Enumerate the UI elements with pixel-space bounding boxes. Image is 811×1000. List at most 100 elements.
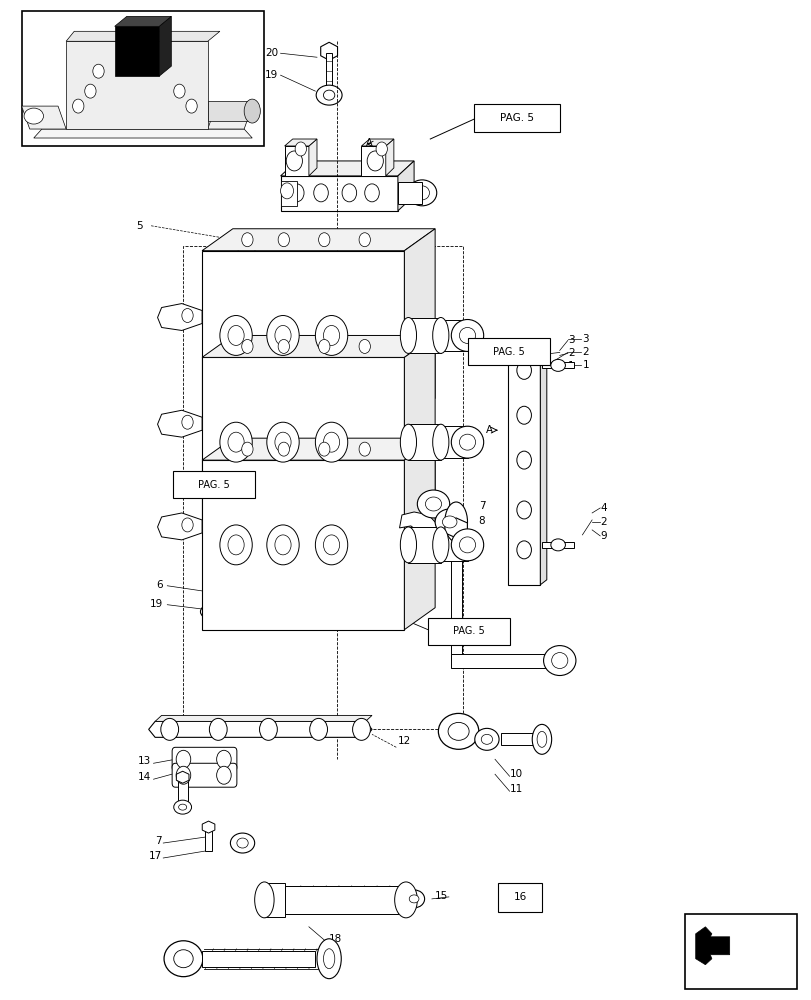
- Text: 7: 7: [478, 501, 485, 511]
- Circle shape: [315, 316, 347, 355]
- Circle shape: [176, 750, 191, 768]
- Polygon shape: [203, 570, 217, 582]
- Circle shape: [228, 325, 244, 345]
- FancyBboxPatch shape: [474, 104, 559, 132]
- Text: 10: 10: [509, 769, 522, 779]
- Text: 15: 15: [435, 891, 448, 901]
- Bar: [397, 182, 422, 204]
- Bar: [450, 654, 555, 668]
- Polygon shape: [397, 161, 414, 211]
- Bar: [22, 11, 264, 146]
- Ellipse shape: [536, 731, 546, 747]
- Ellipse shape: [417, 490, 449, 518]
- Ellipse shape: [459, 434, 475, 450]
- Text: 2: 2: [581, 347, 588, 357]
- Ellipse shape: [432, 527, 448, 563]
- Bar: [408, 527, 440, 563]
- Text: PAG. 5: PAG. 5: [493, 347, 525, 357]
- Ellipse shape: [174, 950, 193, 968]
- Circle shape: [318, 339, 329, 353]
- Circle shape: [358, 442, 370, 456]
- Text: 18: 18: [328, 934, 342, 944]
- Circle shape: [517, 406, 530, 424]
- Circle shape: [517, 361, 530, 379]
- Ellipse shape: [174, 800, 191, 814]
- Polygon shape: [159, 16, 171, 76]
- Circle shape: [278, 339, 289, 353]
- Bar: [202, 951, 315, 967]
- Polygon shape: [385, 139, 393, 176]
- Polygon shape: [539, 350, 546, 585]
- Circle shape: [275, 535, 290, 555]
- Polygon shape: [114, 16, 171, 26]
- Circle shape: [318, 442, 329, 456]
- Polygon shape: [202, 251, 404, 420]
- Circle shape: [358, 339, 370, 353]
- Circle shape: [161, 718, 178, 740]
- Bar: [541, 542, 573, 548]
- Ellipse shape: [400, 318, 416, 353]
- Polygon shape: [22, 106, 66, 129]
- Text: 11: 11: [509, 784, 522, 794]
- Circle shape: [92, 64, 104, 78]
- Circle shape: [309, 718, 327, 740]
- Ellipse shape: [407, 180, 436, 206]
- Ellipse shape: [438, 713, 478, 749]
- Circle shape: [217, 750, 231, 768]
- Ellipse shape: [474, 728, 499, 750]
- Circle shape: [217, 766, 231, 784]
- Circle shape: [286, 151, 302, 171]
- Polygon shape: [157, 304, 202, 330]
- Text: 19: 19: [264, 70, 278, 80]
- Circle shape: [174, 84, 185, 98]
- Bar: [440, 320, 467, 351]
- Polygon shape: [202, 357, 404, 527]
- Ellipse shape: [323, 90, 334, 100]
- Ellipse shape: [400, 424, 416, 460]
- Ellipse shape: [425, 497, 441, 511]
- Circle shape: [323, 325, 339, 345]
- FancyBboxPatch shape: [172, 763, 237, 787]
- Ellipse shape: [451, 426, 483, 458]
- Circle shape: [367, 151, 383, 171]
- Ellipse shape: [316, 939, 341, 979]
- Text: 12: 12: [397, 736, 410, 746]
- Text: 7: 7: [155, 836, 161, 846]
- Ellipse shape: [409, 895, 418, 903]
- Circle shape: [323, 535, 339, 555]
- Text: 17: 17: [148, 851, 161, 861]
- Bar: [178, 779, 187, 805]
- Circle shape: [275, 432, 290, 452]
- Text: 2: 2: [567, 348, 573, 358]
- Polygon shape: [695, 927, 729, 965]
- Text: 13: 13: [138, 756, 151, 766]
- Text: A: A: [486, 425, 493, 435]
- Ellipse shape: [451, 529, 483, 561]
- Polygon shape: [155, 715, 371, 721]
- Ellipse shape: [237, 838, 248, 848]
- Bar: [205, 829, 212, 851]
- Ellipse shape: [551, 653, 567, 669]
- Polygon shape: [361, 146, 385, 176]
- Ellipse shape: [414, 186, 429, 200]
- Circle shape: [289, 184, 303, 202]
- Circle shape: [260, 718, 277, 740]
- Circle shape: [242, 339, 253, 353]
- Text: PAG. 5: PAG. 5: [453, 626, 484, 636]
- Circle shape: [278, 233, 289, 247]
- Ellipse shape: [432, 318, 448, 353]
- Polygon shape: [208, 101, 252, 121]
- Circle shape: [176, 766, 191, 784]
- Text: 3: 3: [581, 334, 588, 344]
- Circle shape: [517, 541, 530, 559]
- Polygon shape: [66, 41, 208, 129]
- Circle shape: [364, 184, 379, 202]
- Polygon shape: [202, 821, 215, 833]
- Circle shape: [313, 184, 328, 202]
- Polygon shape: [66, 31, 220, 41]
- Text: 9: 9: [599, 531, 606, 541]
- Polygon shape: [285, 146, 308, 176]
- Ellipse shape: [444, 502, 467, 542]
- Polygon shape: [157, 410, 202, 437]
- Ellipse shape: [230, 833, 255, 853]
